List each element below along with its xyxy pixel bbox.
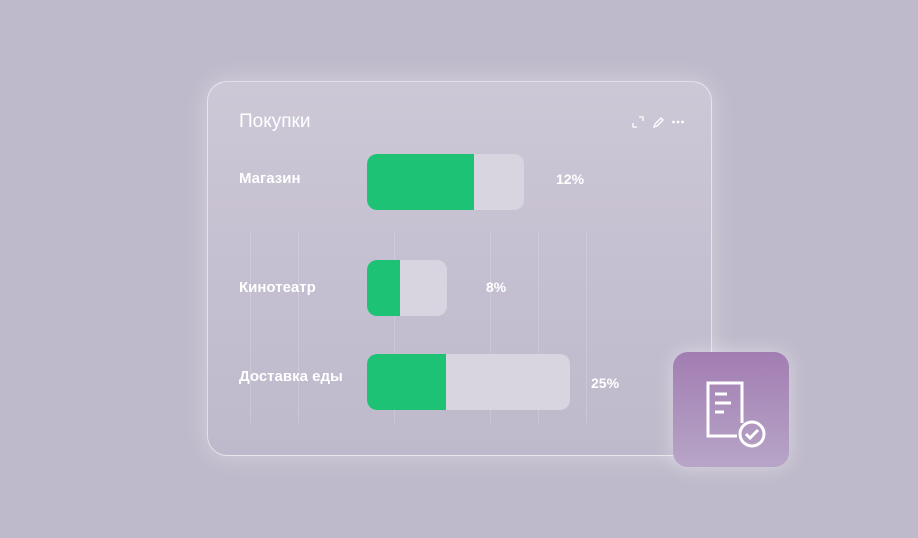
grid-line xyxy=(586,232,587,425)
document-check-badge xyxy=(673,352,789,467)
bar-fill xyxy=(367,260,400,316)
grid-line xyxy=(394,232,395,425)
grid-line xyxy=(250,232,251,425)
card-title: Покупки xyxy=(239,111,311,132)
purchases-card: Покупки Магазин 12% Кинотеатр 8% Доставка ед… xyxy=(207,81,712,456)
more-icon[interactable] xyxy=(671,115,685,129)
bar-track xyxy=(367,154,524,210)
value-label: 12% xyxy=(556,171,585,187)
grid-line xyxy=(538,232,539,425)
document-check-icon xyxy=(706,381,766,448)
bar-fill xyxy=(367,154,474,210)
expand-icon[interactable] xyxy=(631,115,645,129)
category-label: Магазин xyxy=(239,170,301,187)
value-label: 25% xyxy=(591,375,620,391)
bar-track xyxy=(367,354,570,410)
bar-fill xyxy=(367,354,447,410)
grid-line xyxy=(298,232,299,425)
category-label: Кинотеатр xyxy=(239,279,316,296)
bar-track xyxy=(367,260,447,316)
pencil-icon[interactable] xyxy=(651,115,665,129)
category-label: Доставка еды xyxy=(239,368,343,385)
value-label: 8% xyxy=(486,279,507,295)
grid-line xyxy=(490,232,491,425)
